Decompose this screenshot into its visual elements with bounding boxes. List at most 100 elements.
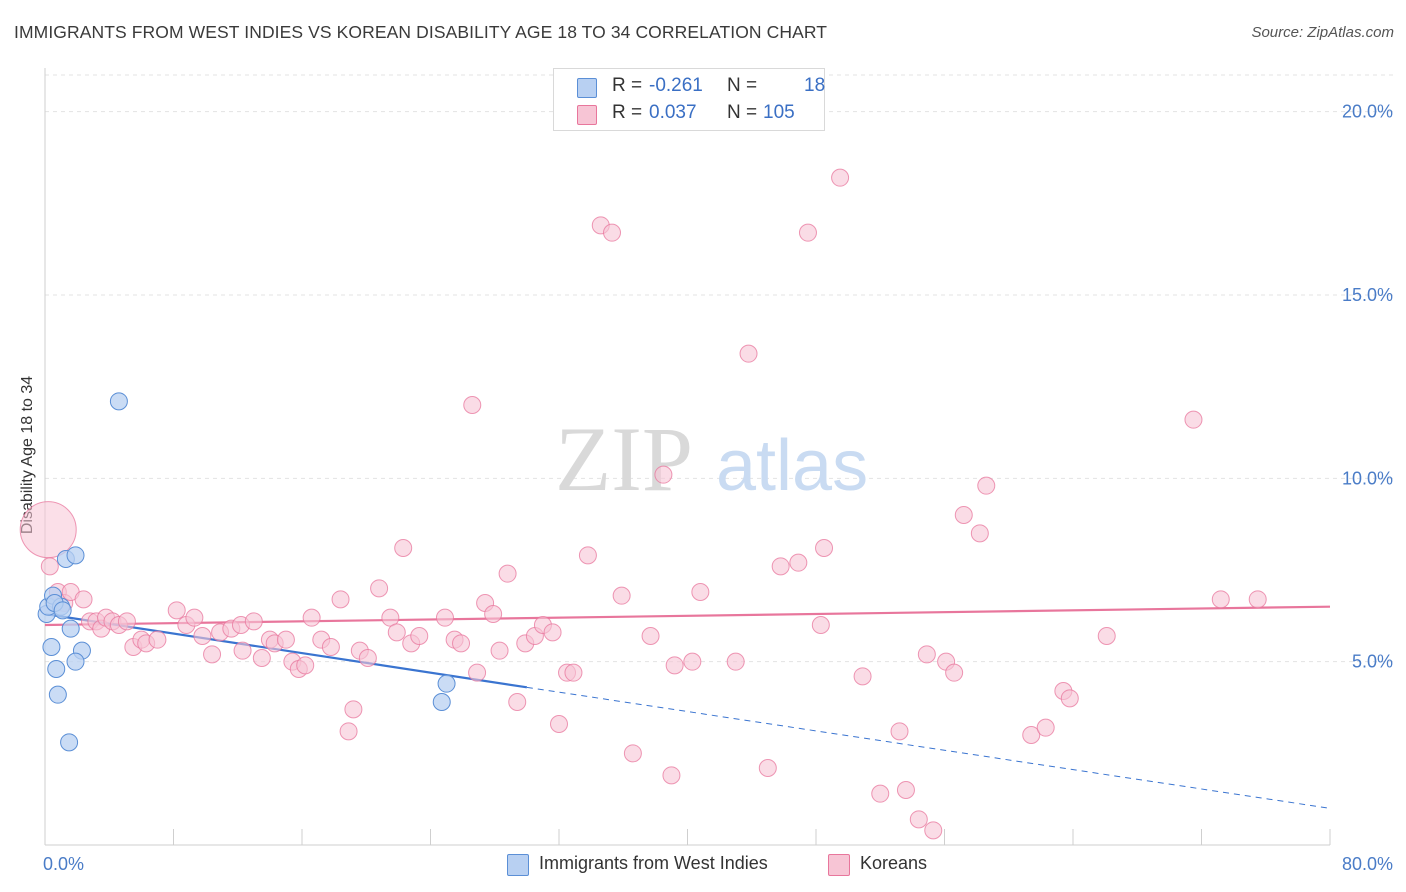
- koreans-point: [1022, 726, 1041, 744]
- koreans-point: [468, 663, 487, 682]
- koreans-point: [490, 641, 509, 660]
- west-indies-point: [437, 674, 456, 693]
- stats-row-koreans: R = 0.037 N = 105: [554, 101, 824, 127]
- koreans-point: [871, 784, 890, 803]
- legend-label-koreans: Koreans: [860, 853, 928, 873]
- n-value: 18: [804, 75, 826, 96]
- koreans-swatch: [577, 105, 597, 125]
- koreans-point: [917, 645, 936, 664]
- koreans-point: [789, 553, 808, 572]
- y-tick-label: 15.0%: [1342, 285, 1393, 305]
- koreans-point: [603, 223, 622, 242]
- koreans-point: [654, 465, 673, 484]
- koreans-point: [233, 641, 252, 660]
- koreans-point: [463, 396, 482, 414]
- koreans-point: [344, 700, 363, 719]
- koreans-point: [815, 539, 834, 557]
- koreans-point: [831, 168, 850, 187]
- chart-source: Source: ZipAtlas.com: [1251, 24, 1394, 41]
- koreans-point: [508, 693, 527, 711]
- koreans-point: [578, 546, 597, 565]
- gridlines: [45, 74, 1395, 663]
- koreans-point: [665, 656, 684, 675]
- koreans-point: [771, 557, 790, 576]
- r-label: R =: [612, 102, 643, 123]
- chart-title: IMMIGRANTS FROM WEST INDIES VS KOREAN DI…: [14, 22, 828, 42]
- koreans-point: [339, 722, 358, 741]
- koreans-point: [612, 586, 631, 605]
- koreans-point: [564, 663, 583, 682]
- koreans-point: [387, 623, 406, 642]
- west-indies-point: [42, 638, 61, 656]
- koreans-point: [185, 608, 204, 627]
- koreans-point: [924, 821, 943, 840]
- koreans-point: [74, 590, 93, 609]
- axes: [44, 68, 1331, 846]
- koreans-point: [970, 524, 989, 543]
- koreans-point: [331, 590, 350, 609]
- koreans-point: [358, 649, 377, 667]
- koreans-point: [40, 557, 59, 576]
- n-label: N =: [727, 102, 758, 123]
- legend-label-west-indies: Immigrants from West Indies: [539, 853, 768, 873]
- r-value: 0.037: [649, 102, 697, 123]
- koreans-point: [498, 564, 517, 583]
- koreans-point: [1060, 689, 1079, 708]
- y-tick-label: 5.0%: [1352, 652, 1393, 672]
- west-indies-point: [60, 733, 79, 752]
- west-indies-point: [48, 685, 67, 704]
- koreans-point: [302, 608, 321, 627]
- koreans-point: [977, 476, 996, 495]
- koreans-point: [550, 715, 568, 733]
- west-indies-point: [66, 546, 85, 565]
- west-indies-point: [61, 619, 80, 638]
- koreans-point: [739, 344, 758, 363]
- koreans-point: [244, 612, 263, 631]
- koreans-point: [321, 638, 340, 656]
- koreans-point: [148, 630, 167, 649]
- koreans-point: [203, 645, 222, 664]
- watermark-atlas: atlas: [716, 426, 868, 506]
- koreans-point: [691, 583, 710, 601]
- koreans-point: [193, 627, 212, 645]
- west-indies-trend-extension: [526, 686, 1331, 809]
- stats-row-west-indies: R = -0.261 N = 18: [554, 74, 826, 100]
- n-label: N =: [727, 75, 758, 96]
- trend-lines: [44, 605, 1331, 809]
- koreans-points: [19, 168, 1267, 840]
- koreans-point: [19, 501, 77, 559]
- koreans-point: [452, 634, 471, 653]
- koreans-point: [1248, 590, 1267, 609]
- koreans-point: [683, 652, 702, 671]
- koreans-point: [1036, 718, 1055, 737]
- koreans-point: [890, 722, 909, 741]
- west-indies-point: [432, 693, 451, 711]
- koreans-point: [954, 506, 973, 524]
- koreans-point: [623, 744, 642, 763]
- legend-swatch-blue: [507, 854, 529, 876]
- west-indies-point: [47, 660, 66, 678]
- koreans-point: [945, 663, 964, 682]
- watermark-zip: ZIP: [555, 408, 693, 510]
- koreans-point: [370, 579, 389, 598]
- koreans-point: [758, 759, 777, 777]
- koreans-point: [276, 630, 295, 649]
- koreans-point: [726, 652, 745, 671]
- west-indies-swatch: [577, 78, 597, 98]
- west-indies-point: [53, 601, 72, 620]
- koreans-point: [641, 627, 660, 645]
- koreans-point: [484, 605, 503, 623]
- west-indies-point: [66, 652, 85, 671]
- y-tick-label: 20.0%: [1342, 102, 1393, 122]
- koreans-point: [435, 608, 454, 627]
- koreans-point: [798, 223, 817, 242]
- koreans-point: [117, 612, 136, 631]
- watermark: ZIP atlas: [555, 408, 868, 510]
- x-tick-label: 80.0%: [1342, 854, 1393, 874]
- west-indies-points: [37, 392, 456, 752]
- koreans-point: [662, 766, 681, 785]
- koreans-point: [1097, 627, 1116, 645]
- x-tick-label: 0.0%: [43, 854, 84, 874]
- west-indies-point: [109, 392, 128, 411]
